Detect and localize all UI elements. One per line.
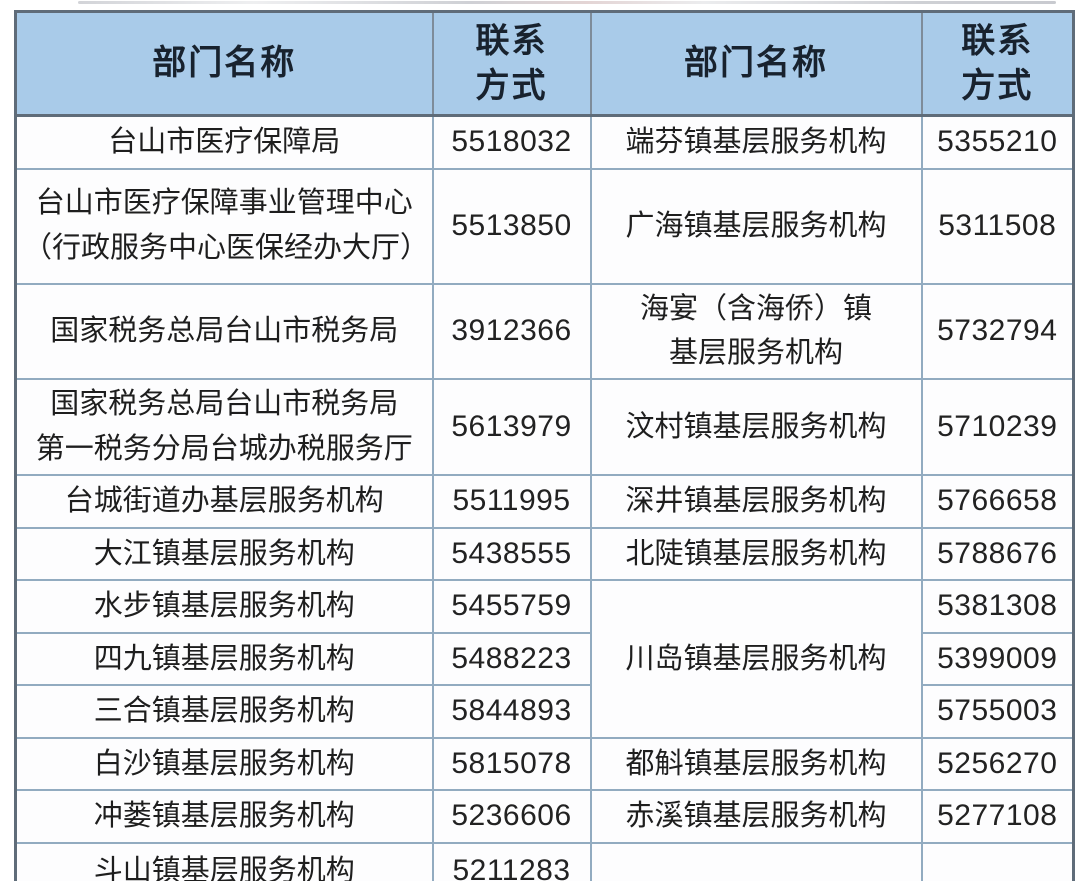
dept-name-cell: 赤溪镇基层服务机构 xyxy=(589,789,923,844)
dept-name-cell: 深井镇基层服务机构 xyxy=(589,474,923,529)
header-contact-right: 联系 方式 xyxy=(920,10,1075,117)
phone-number-cell: 5755003 xyxy=(920,684,1075,739)
header-dept-name-right: 部门名称 xyxy=(589,10,923,117)
dept-name-cell: 国家税务总局台山市税务局 第一税务分局台城办税服务厅 xyxy=(14,378,434,477)
phone-number-cell: 5518032 xyxy=(431,114,592,170)
phone-number-cell: 5277108 xyxy=(920,789,1075,844)
table-row: 冲蒌镇基层服务机构 5236606 赤溪镇基层服务机构 5277108 xyxy=(14,789,1075,844)
dept-name-cell: 四九镇基层服务机构 xyxy=(14,631,434,687)
phone-number-cell: 5815078 xyxy=(431,736,592,792)
table-row: 台山市医疗保障局 5518032 端芬镇基层服务机构 5355210 xyxy=(14,114,1075,170)
dept-name-cell: 台山市医疗保障事业管理中心 （行政服务中心医保经办大厅） xyxy=(14,167,434,285)
dept-name-cell: 大江镇基层服务机构 xyxy=(14,526,434,582)
phone-number-cell-empty xyxy=(920,841,1075,881)
cropped-text-remnant xyxy=(78,1,1056,4)
table-row: 白沙镇基层服务机构 5815078 都斛镇基层服务机构 5256270 xyxy=(14,736,1075,792)
table-row: 斗山镇基层服务机构 5211283 xyxy=(14,841,1075,881)
phone-number-cell: 5788676 xyxy=(920,526,1075,582)
phone-number-cell: 5511995 xyxy=(431,474,592,529)
table-row: 国家税务总局台山市税务局 3912366 海宴（含海侨）镇 基层服务机构 573… xyxy=(14,282,1075,381)
header-contact-left: 联系 方式 xyxy=(431,10,592,117)
dept-name-cell: 台山市医疗保障局 xyxy=(14,114,434,170)
dept-name-cell: 水步镇基层服务机构 xyxy=(14,579,434,634)
dept-name-cell: 北陡镇基层服务机构 xyxy=(589,526,923,582)
dept-name-cell: 斗山镇基层服务机构 xyxy=(14,841,434,881)
table-row: 水步镇基层服务机构 5455759 川岛镇基层服务机构 5381308 xyxy=(14,579,1075,739)
dept-name-cell: 白沙镇基层服务机构 xyxy=(14,736,434,792)
phone-number-cell: 3912366 xyxy=(431,282,592,381)
dept-name-cell: 海宴（含海侨）镇 基层服务机构 xyxy=(589,282,923,381)
table-row: 国家税务总局台山市税务局 第一税务分局台城办税服务厅 5613979 汶村镇基层… xyxy=(14,378,1075,477)
dept-name-cell: 端芬镇基层服务机构 xyxy=(589,114,923,170)
table-row: 大江镇基层服务机构 5438555 北陡镇基层服务机构 5788676 xyxy=(14,526,1075,582)
table-row: 三合镇基层服务机构 5844893 5755003 xyxy=(14,684,1075,739)
table-row: 台山市医疗保障事业管理中心 （行政服务中心医保经办大厅） 5513850 广海镇… xyxy=(14,167,1075,285)
header-dept-name-left: 部门名称 xyxy=(14,10,434,117)
dept-name-cell: 台城街道办基层服务机构 xyxy=(14,474,434,529)
table-row: 四九镇基层服务机构 5488223 5399009 xyxy=(14,631,1075,687)
dept-name-cell: 广海镇基层服务机构 xyxy=(589,167,923,285)
dept-name-cell: 汶村镇基层服务机构 xyxy=(589,378,923,477)
phone-number-cell: 5488223 xyxy=(431,631,592,687)
phone-number-cell: 5256270 xyxy=(920,736,1075,792)
phone-number-cell: 5613979 xyxy=(431,378,592,477)
phone-number-cell: 5236606 xyxy=(431,789,592,844)
phone-number-cell: 5311508 xyxy=(920,167,1075,285)
table-row: 台城街道办基层服务机构 5511995 深井镇基层服务机构 5766658 xyxy=(14,474,1075,529)
contact-directory-table: 部门名称 联系 方式 部门名称 联系 方式 台山市医疗保障局 5518032 端… xyxy=(14,10,1075,881)
phone-number-cell: 5710239 xyxy=(920,378,1075,477)
phone-number-cell: 5513850 xyxy=(431,167,592,285)
phone-number-cell: 5455759 xyxy=(431,579,592,634)
phone-number-cell: 5766658 xyxy=(920,474,1075,529)
dept-name-cell: 国家税务总局台山市税务局 xyxy=(14,282,434,381)
phone-number-cell: 5355210 xyxy=(920,114,1075,170)
phone-number-cell: 5211283 xyxy=(431,841,592,881)
dept-name-cell: 三合镇基层服务机构 xyxy=(14,684,434,739)
phone-number-cell: 5381308 xyxy=(920,579,1075,634)
dept-name-cell: 都斛镇基层服务机构 xyxy=(589,736,923,792)
header-row: 部门名称 联系 方式 部门名称 联系 方式 xyxy=(14,10,1075,117)
dept-name-cell-merged: 川岛镇基层服务机构 xyxy=(589,579,923,739)
dept-name-cell: 冲蒌镇基层服务机构 xyxy=(14,789,434,844)
phone-number-cell: 5438555 xyxy=(431,526,592,582)
phone-number-cell: 5732794 xyxy=(920,282,1075,381)
phone-number-cell: 5844893 xyxy=(431,684,592,739)
dept-name-cell-empty xyxy=(589,841,923,881)
phone-number-cell: 5399009 xyxy=(920,631,1075,687)
